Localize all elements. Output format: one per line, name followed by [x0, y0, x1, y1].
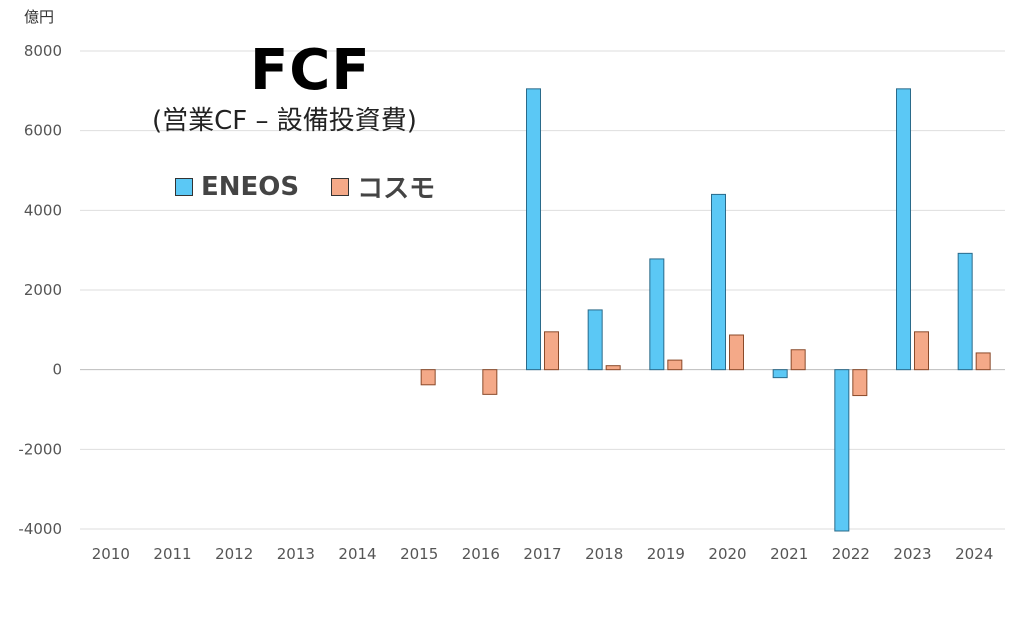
bar-cosmo-2019 — [667, 359, 683, 371]
x-tick-label: 2013 — [277, 545, 315, 563]
y-tick-label: 8000 — [24, 42, 62, 60]
bar-eneos-2024 — [957, 252, 973, 371]
y-tick-label: -2000 — [18, 440, 62, 458]
bar-cosmo-2015 — [420, 369, 436, 386]
legend-label-eneos: ENEOS — [201, 171, 300, 202]
x-tick-label: 2015 — [400, 545, 438, 563]
legend: ENEOS コスモ — [175, 168, 467, 205]
y-tick-label: -4000 — [18, 520, 62, 538]
legend-label-cosmo: コスモ — [357, 174, 436, 204]
x-tick-label: 2016 — [462, 545, 500, 563]
legend-item-eneos: ENEOS — [175, 172, 299, 202]
x-tick-label: 2022 — [832, 545, 870, 563]
legend-item-cosmo: コスモ — [331, 168, 435, 205]
bar-cosmo-2020 — [729, 334, 744, 371]
y-tick-label: 4000 — [24, 201, 62, 219]
x-tick-label: 2024 — [955, 545, 993, 563]
bar-cosmo-2018 — [605, 365, 621, 371]
bar-cosmo-2023 — [914, 331, 929, 371]
x-tick-label: 2012 — [215, 545, 253, 563]
bar-cosmo-2021 — [790, 349, 806, 371]
x-tick-label: 2023 — [893, 545, 931, 563]
bars — [420, 88, 991, 532]
chart-subtitle: (営業CF – 設備投資費) — [152, 106, 417, 136]
bar-eneos-2023 — [896, 88, 911, 371]
y-axis-unit-label: 億円 — [24, 8, 55, 26]
x-tick-label: 2019 — [647, 545, 685, 563]
x-tick-label: 2018 — [585, 545, 623, 563]
bar-cosmo-2024 — [975, 352, 991, 371]
legend-swatch-cosmo — [331, 177, 350, 196]
x-tick-label: 2014 — [338, 545, 376, 563]
y-axis-ticks: 8000 6000 4000 2000 0 -2000 -4000 — [18, 42, 62, 538]
bar-eneos-2021 — [772, 369, 788, 379]
gridlines — [80, 50, 1005, 530]
x-tick-label: 2011 — [153, 545, 191, 563]
x-axis-ticks: 2010 2011 2012 2013 2014 2015 2016 2017 2018 2019… — [92, 545, 994, 563]
x-tick-label: 2010 — [92, 545, 130, 563]
bar-eneos-2020 — [711, 193, 726, 371]
bar-eneos-2018 — [587, 309, 603, 371]
x-tick-label: 2021 — [770, 545, 808, 563]
bar-cosmo-2016 — [482, 369, 498, 395]
bar-eneos-2017 — [526, 88, 541, 371]
y-tick-label: 0 — [52, 361, 62, 379]
x-tick-label: 2020 — [708, 545, 746, 563]
y-tick-label: 2000 — [24, 281, 62, 299]
bar-cosmo-2017 — [544, 331, 559, 371]
x-tick-label: 2017 — [523, 545, 561, 563]
chart-title: FCF — [250, 38, 371, 103]
bar-cosmo-2022 — [852, 369, 868, 397]
bar-eneos-2022 — [834, 369, 850, 532]
bar-eneos-2019 — [649, 258, 665, 371]
y-tick-label: 6000 — [24, 122, 62, 140]
legend-swatch-eneos — [175, 177, 193, 196]
